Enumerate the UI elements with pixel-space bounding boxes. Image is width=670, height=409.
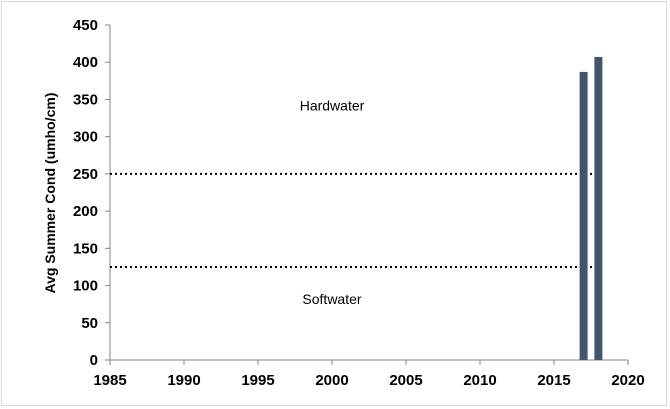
x-tick-label: 2015 [537, 372, 570, 389]
x-tick-labels: 1985 1990 1995 2000 2005 2010 2015 2020 [93, 372, 644, 389]
y-tick-label: 250 [73, 166, 98, 183]
axes [105, 24, 629, 365]
annotation-softwater: Softwater [302, 291, 361, 307]
y-tick-label: 350 [73, 91, 98, 108]
x-tick-label: 2005 [389, 372, 422, 389]
bar-2018 [594, 57, 603, 361]
y-tick-labels: 0 50 100 150 200 250 300 350 400 450 [73, 17, 98, 369]
x-tick-label: 1990 [167, 372, 200, 389]
y-tick-label: 400 [73, 54, 98, 71]
x-tick-label: 2020 [611, 372, 644, 389]
y-tick-label: 200 [73, 203, 98, 220]
y-tick-label: 300 [73, 129, 98, 146]
x-tick-label: 2000 [315, 372, 348, 389]
y-tick-label: 50 [81, 315, 98, 332]
y-tick-label: 150 [73, 240, 98, 257]
x-tick-label: 1985 [93, 372, 126, 389]
y-axis-title: Avg Summer Cond (umho/cm) [42, 93, 58, 294]
bars [579, 57, 603, 361]
y-tick-label: 100 [73, 278, 98, 295]
reference-lines [110, 172, 598, 268]
bar-2017 [579, 71, 588, 361]
y-tick-label: 0 [90, 352, 98, 369]
x-tick-label: 2010 [463, 372, 496, 389]
y-tick-label: 450 [73, 17, 98, 34]
annotation-hardwater: Hardwater [300, 98, 365, 114]
x-tick-label: 1995 [241, 372, 274, 389]
annotations: Hardwater Softwater [300, 98, 365, 308]
